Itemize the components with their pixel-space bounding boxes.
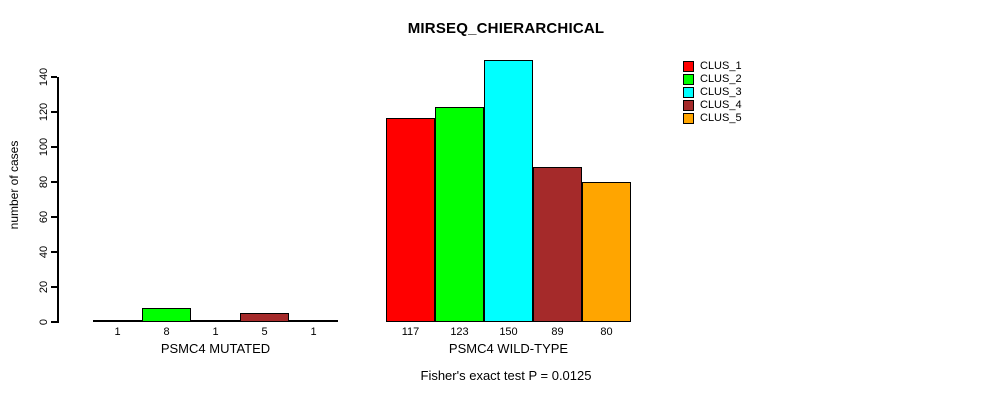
bar-value-label: 150	[499, 326, 518, 338]
bar-clus_5-group1	[289, 320, 338, 322]
y-axis-tick-label: 20	[38, 280, 50, 294]
bar-clus_3-group2	[484, 60, 533, 322]
bar-clus_1-group2	[386, 118, 435, 322]
bar-clus_3-group1	[191, 320, 240, 322]
bar-value-label: 123	[450, 326, 469, 338]
y-axis-tick	[51, 251, 57, 254]
bar-clus_2-group1	[142, 308, 191, 322]
bar-clus_4-group2	[533, 167, 582, 322]
legend-item: CLUS_5	[683, 113, 742, 124]
y-axis-tick	[51, 181, 57, 184]
legend-swatch	[683, 87, 694, 98]
y-axis-line	[57, 77, 59, 323]
y-axis-tick-label: 140	[38, 68, 50, 87]
legend-item: CLUS_4	[683, 100, 742, 111]
legend-item: CLUS_1	[683, 61, 742, 72]
group-label: PSMC4 MUTATED	[160, 341, 271, 356]
bar-value-label: 80	[600, 326, 613, 338]
y-axis-tick	[51, 146, 57, 149]
y-axis-tick	[51, 76, 57, 79]
bar-value-label: 8	[163, 326, 170, 338]
legend-label: CLUS_5	[700, 112, 742, 124]
bar-value-label: 117	[401, 326, 420, 338]
bar-value-label: 1	[114, 326, 121, 338]
y-axis-tick-label: 60	[38, 211, 50, 224]
group-label: PSMC4 WILD-TYPE	[448, 341, 569, 356]
legend-swatch	[683, 113, 694, 124]
y-axis-tick-label: 40	[38, 246, 50, 259]
legend-label: CLUS_4	[700, 99, 742, 111]
y-axis-label: number of cases	[7, 140, 21, 230]
legend-item: CLUS_3	[683, 87, 742, 98]
chart-title: MIRSEQ_CHIERARCHICAL	[407, 20, 605, 37]
legend-item: CLUS_2	[683, 74, 742, 85]
bar-value-label: 5	[261, 326, 268, 338]
legend-swatch	[683, 74, 694, 85]
bar-value-label: 89	[551, 326, 564, 338]
legend-label: CLUS_3	[700, 86, 742, 98]
y-axis-tick	[51, 111, 57, 114]
bar-clus_1-group1	[93, 320, 142, 322]
y-axis-tick	[51, 321, 57, 323]
y-axis-tick-label: 100	[38, 138, 50, 157]
y-axis-tick-label: 120	[38, 103, 50, 122]
bar-clus_5-group2	[582, 182, 631, 322]
bar-value-label: 1	[212, 326, 219, 338]
legend-swatch	[683, 100, 694, 111]
bar-clus_2-group2	[435, 107, 484, 322]
bar-value-label: 1	[310, 326, 317, 338]
legend: CLUS_1 CLUS_2 CLUS_3 CLUS_4 CLUS_5	[683, 61, 742, 126]
bar-clus_4-group1	[240, 313, 289, 322]
y-axis-tick-label: 0	[38, 318, 50, 326]
y-axis-tick	[51, 216, 57, 219]
y-axis-tick-label: 80	[38, 176, 50, 189]
legend-label: CLUS_2	[700, 73, 742, 85]
y-axis-tick	[51, 286, 57, 289]
legend-swatch	[683, 61, 694, 72]
legend-label: CLUS_1	[700, 60, 742, 72]
fisher-test-caption: Fisher's exact test P = 0.0125	[420, 368, 592, 383]
